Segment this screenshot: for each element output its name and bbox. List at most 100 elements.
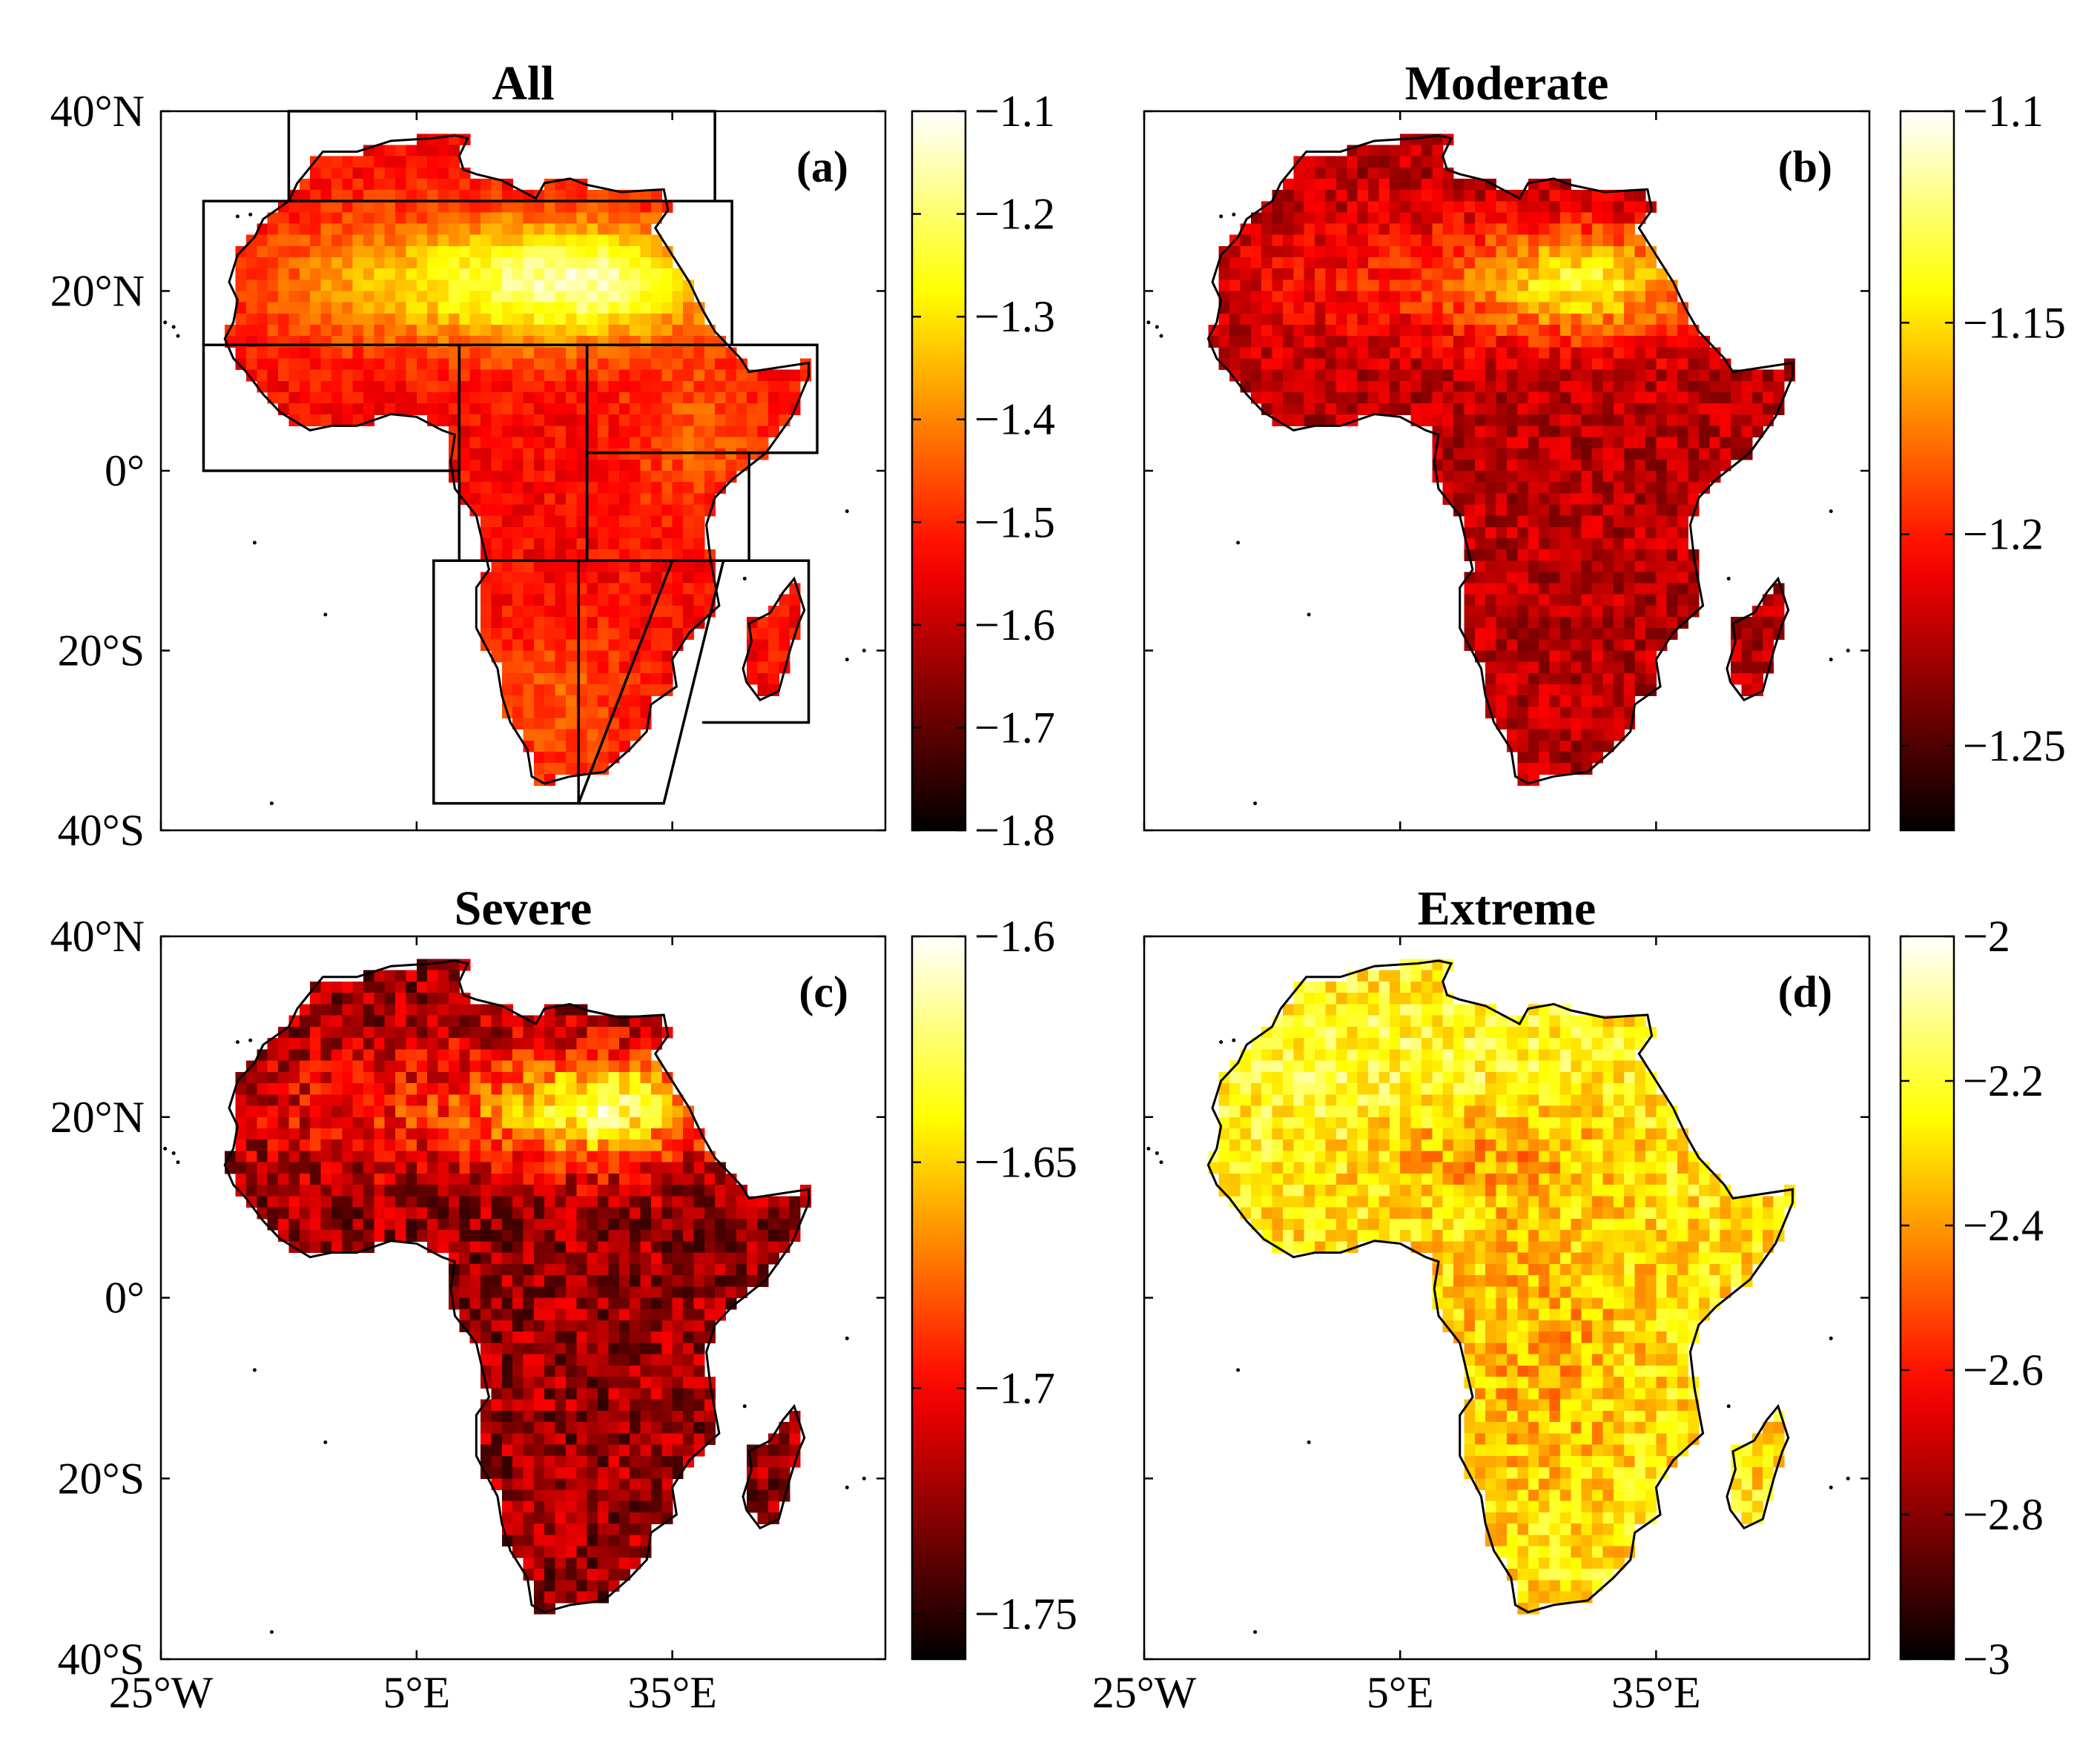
heatmap-cell	[1571, 234, 1582, 247]
heatmap-cell	[618, 471, 630, 483]
heatmap-cell	[1602, 695, 1614, 707]
heatmap-cell	[1581, 560, 1593, 573]
heatmap-cell	[342, 1139, 354, 1151]
heatmap-cell	[533, 1569, 545, 1581]
heatmap-cell	[566, 1139, 577, 1151]
heatmap-cell	[491, 1399, 503, 1412]
heatmap-cell	[299, 1038, 311, 1050]
heatmap-cell	[1315, 403, 1327, 415]
heatmap-cell	[459, 1105, 471, 1118]
heatmap-cell	[544, 672, 556, 685]
heatmap-cell	[1592, 325, 1604, 337]
heatmap-cell	[1442, 302, 1454, 314]
heatmap-cell	[427, 1230, 439, 1242]
heatmap-cell	[650, 358, 662, 371]
heatmap-cell	[416, 1015, 428, 1028]
heatmap-cell	[555, 403, 567, 415]
heatmap-cell	[438, 302, 449, 314]
heatmap-cell	[747, 1501, 759, 1513]
heatmap-cell	[533, 471, 545, 483]
heatmap-cell	[1592, 493, 1604, 506]
heatmap-cell	[1293, 358, 1305, 371]
heatmap-cell	[416, 391, 428, 404]
heatmap-cell	[1559, 628, 1571, 640]
heatmap-cell	[1283, 336, 1294, 348]
heatmap-cell	[693, 1286, 705, 1299]
heatmap-cell	[267, 291, 279, 303]
heatmap-cell	[1389, 313, 1401, 325]
heatmap-cell	[1613, 639, 1625, 652]
heatmap-cell	[1549, 504, 1561, 517]
heatmap-cell	[1677, 414, 1689, 426]
heatmap-cell	[1613, 650, 1625, 663]
heatmap-cell	[469, 1230, 481, 1242]
heatmap-cell	[491, 1116, 503, 1129]
heatmap-cell	[481, 1218, 492, 1231]
heatmap-cell	[523, 347, 535, 360]
heatmap-cell	[310, 1083, 322, 1095]
heatmap-cell	[395, 1004, 407, 1016]
heatmap-cell	[1496, 549, 1508, 561]
heatmap-cell	[1378, 178, 1390, 191]
heatmap-cell	[555, 1286, 567, 1299]
heatmap-cell	[395, 1173, 407, 1185]
heatmap-cell	[1432, 201, 1444, 214]
heatmap-cell	[704, 459, 716, 472]
heatmap-cell	[661, 1388, 673, 1400]
heatmap-cell	[469, 178, 481, 191]
heatmap-cell	[491, 279, 503, 292]
heatmap-cell	[352, 981, 364, 993]
panel-label: (b)	[1778, 142, 1832, 191]
heatmap-cell	[481, 190, 492, 202]
heatmap-cell	[630, 471, 641, 483]
heatmap-cell	[630, 1263, 641, 1276]
heatmap-cell	[1592, 448, 1604, 460]
heatmap-cell	[1453, 223, 1465, 236]
heatmap-cell	[1613, 268, 1625, 280]
heatmap-cell	[640, 1320, 652, 1332]
heatmap-cell	[576, 1535, 588, 1547]
heatmap-cell	[1378, 268, 1390, 280]
heatmap-cell	[1741, 650, 1753, 663]
heatmap-cell	[1549, 437, 1561, 449]
heatmap-cell	[566, 201, 577, 214]
heatmap-cell	[598, 459, 610, 472]
heatmap-cell	[1677, 549, 1689, 561]
heatmap-cell	[352, 1218, 364, 1231]
heatmap-cell	[320, 380, 332, 393]
heatmap-cell	[1507, 560, 1518, 573]
heatmap-cell	[618, 291, 630, 303]
heatmap-cell	[245, 1151, 257, 1163]
heatmap-cell	[288, 1105, 300, 1118]
heatmap-cell	[576, 279, 588, 292]
heatmap-cell	[566, 1343, 577, 1355]
heatmap-cell	[608, 549, 620, 561]
heatmap-cell	[1688, 347, 1700, 360]
heatmap-cell	[661, 1455, 673, 1468]
heatmap-cell	[1474, 391, 1486, 404]
heatmap-cell	[672, 1094, 684, 1107]
heatmap-cell	[555, 1185, 567, 1197]
heatmap-cell	[257, 1128, 268, 1140]
heatmap-cell	[1496, 639, 1508, 652]
heatmap-cell	[618, 1297, 630, 1310]
heatmap-cell	[587, 1377, 598, 1389]
heatmap-cell	[1688, 605, 1700, 618]
heatmap-cell	[512, 223, 524, 236]
heatmap-cell	[235, 279, 247, 292]
heatmap-cell	[459, 1185, 471, 1197]
heatmap-cell	[1474, 572, 1486, 584]
heatmap-cell	[1410, 245, 1422, 258]
heatmap-cell	[416, 380, 428, 393]
heatmap-cell	[342, 1071, 354, 1084]
heatmap-cell	[352, 358, 364, 371]
heatmap-cell	[384, 1230, 396, 1242]
heatmap-cell	[1688, 369, 1700, 382]
heatmap-cell	[587, 650, 598, 663]
heatmap-cell	[1485, 313, 1497, 325]
heatmap-cell	[1559, 380, 1571, 393]
heatmap-cell	[448, 1105, 460, 1118]
heatmap-cell	[1666, 482, 1678, 494]
heatmap-cell	[491, 1218, 503, 1231]
heatmap-cell	[1539, 729, 1551, 741]
